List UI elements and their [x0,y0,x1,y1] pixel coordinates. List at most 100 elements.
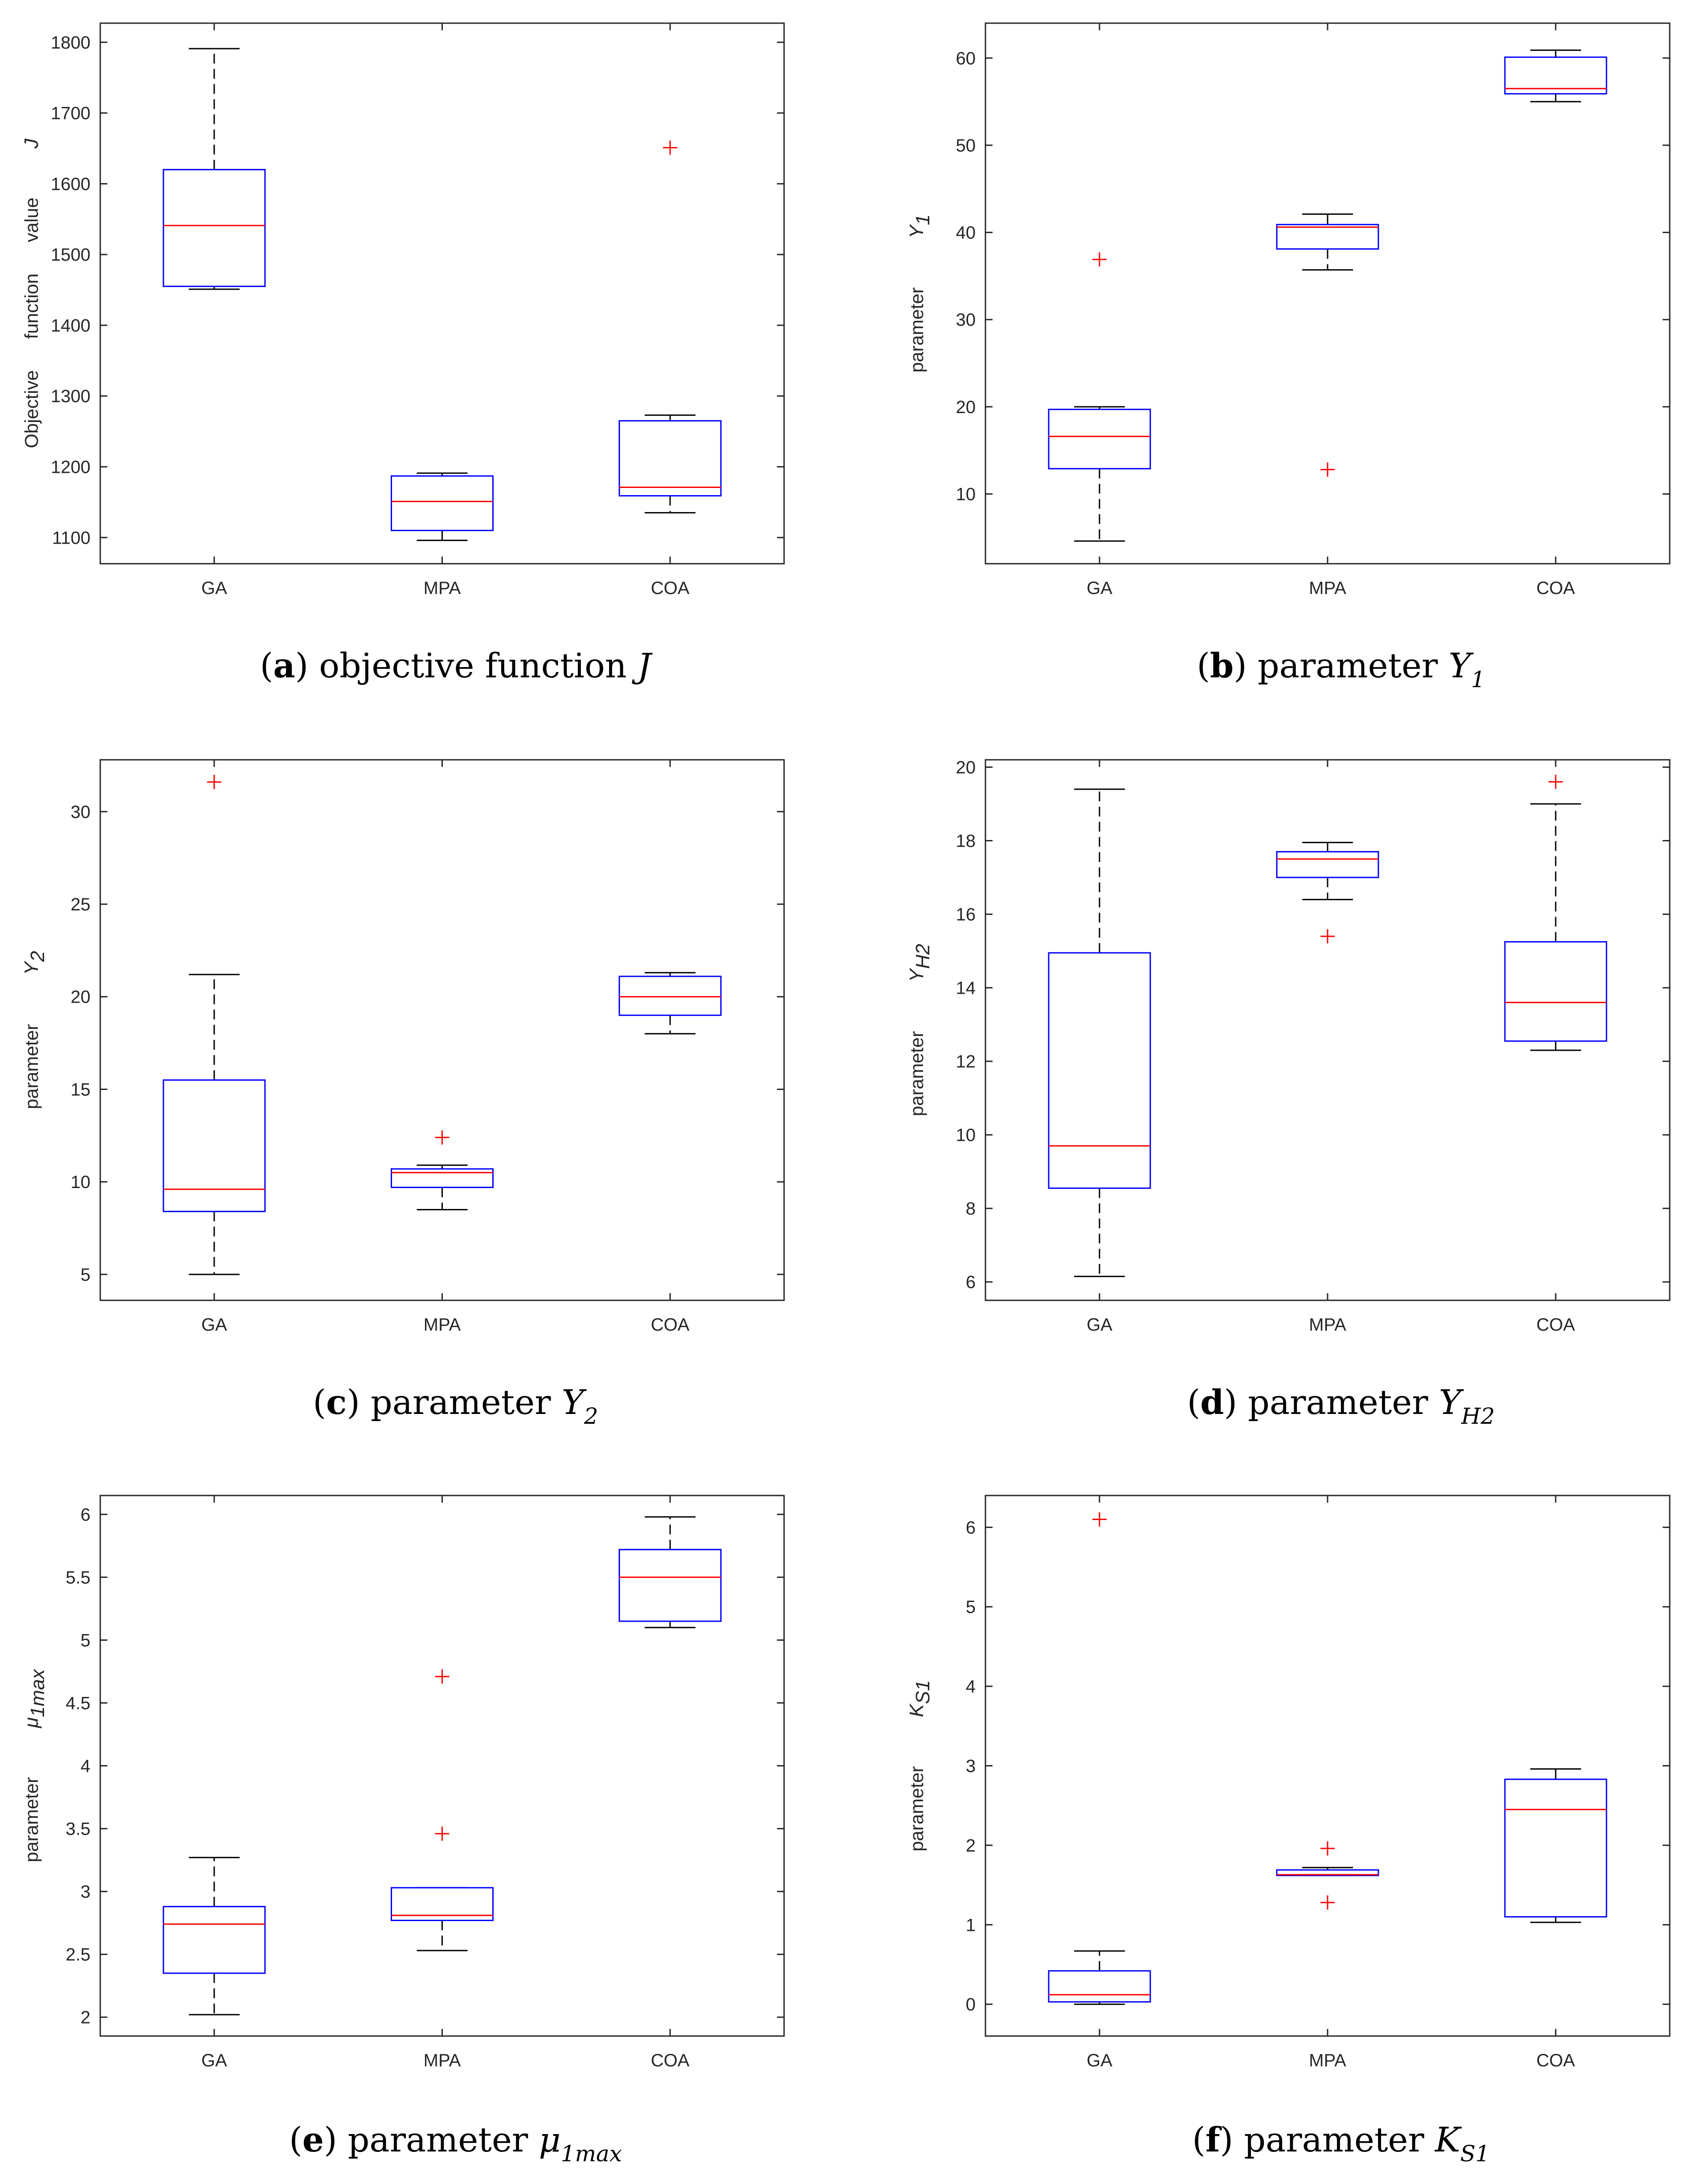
caption-part: ( [313,1382,326,1422]
x-tick-label-ga: GA [201,578,227,598]
box-iqr [1048,409,1151,470]
y-tick-label: 30 [956,310,976,330]
box-iqr [391,475,494,531]
box-iqr [1048,952,1151,1189]
box-mpa [391,472,494,541]
x-tick-label-coa: COA [1537,2051,1575,2070]
caption-part: ) parameter [1224,1382,1439,1422]
caption-part: ( [1192,2120,1206,2159]
y-tick-label: 40 [956,223,976,243]
box-coa [618,1516,722,1628]
y-axis-label-symbol: Y [906,968,928,982]
box-mpa [1276,1841,1379,1910]
outlier-marker [1320,1895,1335,1910]
outlier-marker [207,774,221,789]
y-axis-label-symbol: Y [20,961,42,975]
y-tick-label: 25 [71,895,91,914]
y-tick-label: 3 [966,1757,976,1776]
y-axis-label-subscript: S1 [912,1680,934,1704]
y-axis-label: parameter Y1 [906,214,934,373]
box-ga [163,774,266,1275]
x-tick-label-coa: COA [651,2051,690,2070]
caption-part: μ [539,2120,560,2159]
y-axis-label-word: parameter [21,1777,42,1862]
y-axis-label-word: parameter [906,1031,927,1116]
box-iqr [1276,851,1379,878]
caption-f: (f) parameter KS1 [1192,2120,1490,2167]
box-iqr [1276,224,1379,250]
y-tick-label: 30 [71,802,91,822]
caption-part: b [1210,646,1234,685]
caption-a: (a) objective function J [260,646,653,685]
y-tick-label: 1300 [51,387,90,406]
caption-subscript: 1max [561,2141,622,2167]
y-axis-label: parameter KS1 [906,1680,934,1852]
box-coa [1504,1768,1607,1923]
outlier-marker [435,1130,450,1145]
outlier-marker [1092,1512,1107,1527]
y-tick-label: 8 [966,1199,976,1219]
y-axis-label-subscript: 1max [27,1668,49,1717]
y-axis-label: parameter YH2 [906,944,934,1116]
y-tick-label: 6 [966,1518,976,1537]
box-iqr [618,420,722,497]
caption-part: ) objective function [295,646,638,685]
y-tick-label: 3.5 [65,1819,90,1839]
caption-part: a [273,646,295,685]
y-axis-label-word: function [21,274,42,339]
y-tick-label: 2 [966,1836,976,1856]
y-tick-label: 5 [966,1598,976,1617]
outlier-marker [1092,252,1107,267]
y-tick-label: 18 [956,832,976,851]
y-tick-label: 6 [81,1505,90,1524]
y-tick-label: 2 [81,2008,90,2028]
y-tick-label: 1600 [51,174,90,194]
box-iqr [618,1549,722,1622]
x-tick-label-coa: COA [1537,1315,1575,1335]
caption-part: ) parameter [324,2120,539,2159]
y-tick-label: 1400 [51,316,90,336]
caption-part: f [1206,2120,1222,2159]
box-coa [618,140,722,514]
y-tick-label: 20 [956,397,976,417]
y-axis-label-subscript: 2 [27,951,49,962]
caption-part: ( [1197,646,1210,685]
caption-subscript: 1 [1471,667,1485,692]
y-axis-label: parameter μ1max [20,1668,49,1862]
box-iqr [618,975,722,1016]
caption-part: d [1200,1382,1224,1422]
y-tick-label: 2.5 [65,1945,90,1965]
x-tick-label-ga: GA [201,1315,227,1335]
y-tick-label: 0 [966,1995,976,2015]
box-iqr [163,1079,266,1213]
caption-e: (e) parameter μ1max [289,2120,622,2167]
y-tick-label: 1200 [51,457,90,477]
outlier-marker [435,1669,450,1684]
x-tick-label-ga: GA [1087,2051,1112,2070]
y-axis-label-word: parameter [906,287,927,373]
box-mpa [1276,213,1379,477]
caption-part: ( [260,646,274,685]
y-axis-label-symbol: K [906,1703,928,1717]
x-tick-label-mpa: MPA [1309,2051,1346,2070]
y-tick-label: 20 [71,988,91,1007]
y-tick-label: 4.5 [65,1693,90,1713]
y-tick-label: 10 [956,484,976,504]
y-tick-label: 10 [956,1126,976,1145]
y-axis-label-word: parameter [906,1766,927,1851]
caption-part: ) parameter [1220,2120,1435,2159]
y-tick-label: 5.5 [65,1568,90,1587]
y-axis-label-word: Objective [21,370,42,448]
caption-b: (b) parameter Y1 [1197,646,1485,692]
caption-part: K [1434,2120,1462,2159]
y-tick-label: 60 [956,49,976,68]
caption-part: ) parameter [347,1382,561,1422]
y-axis-label-symbol: J [20,138,42,149]
outlier-marker [435,1826,450,1841]
caption-c: (c) parameter Y2 [313,1382,598,1429]
box-coa [618,972,722,1035]
